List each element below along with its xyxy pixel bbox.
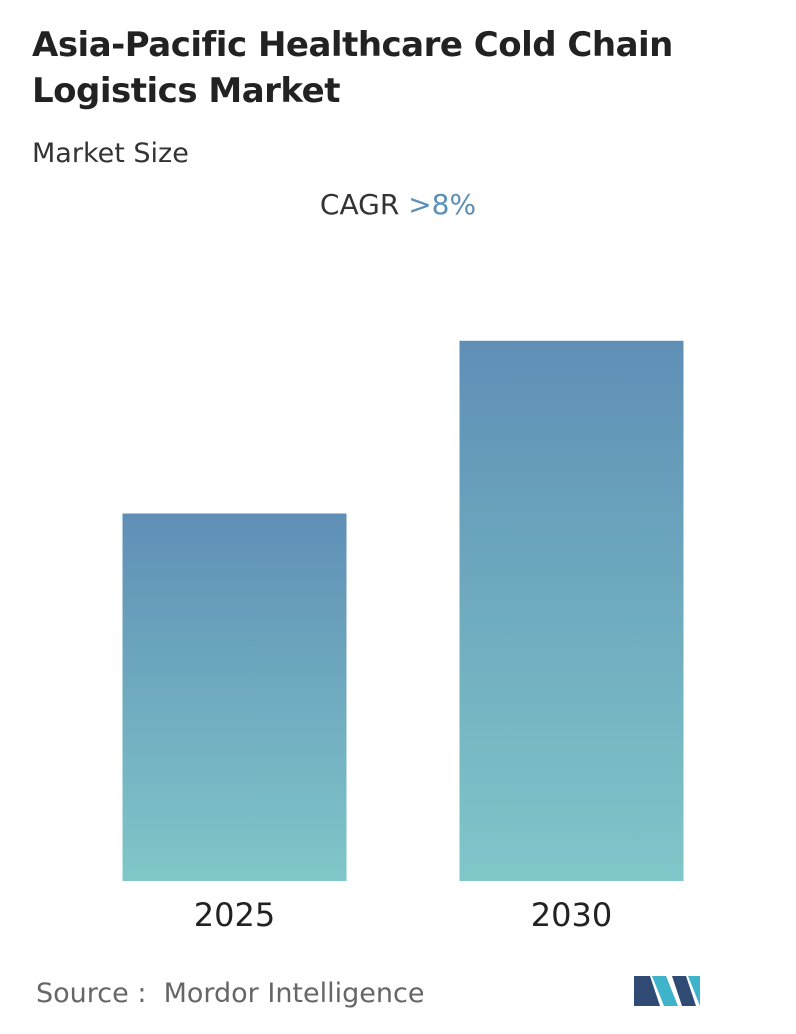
cagr: CAGR >8% [0, 188, 796, 221]
x-tick-label: 2030 [531, 896, 612, 934]
chart-title: Asia-Pacific Healthcare Cold Chain Logis… [32, 25, 673, 111]
logo [634, 976, 700, 1006]
source: Source : Mordor Intelligence [36, 978, 425, 1009]
cagr-value: >8% [408, 188, 477, 221]
chart-subtitle: Market Size [32, 138, 189, 169]
chart: 2025 2030 [122, 340, 684, 934]
x-tick-label: 2025 [194, 896, 275, 934]
cagr-label: CAGR [319, 188, 400, 221]
bar [459, 340, 684, 881]
bar [122, 513, 347, 881]
